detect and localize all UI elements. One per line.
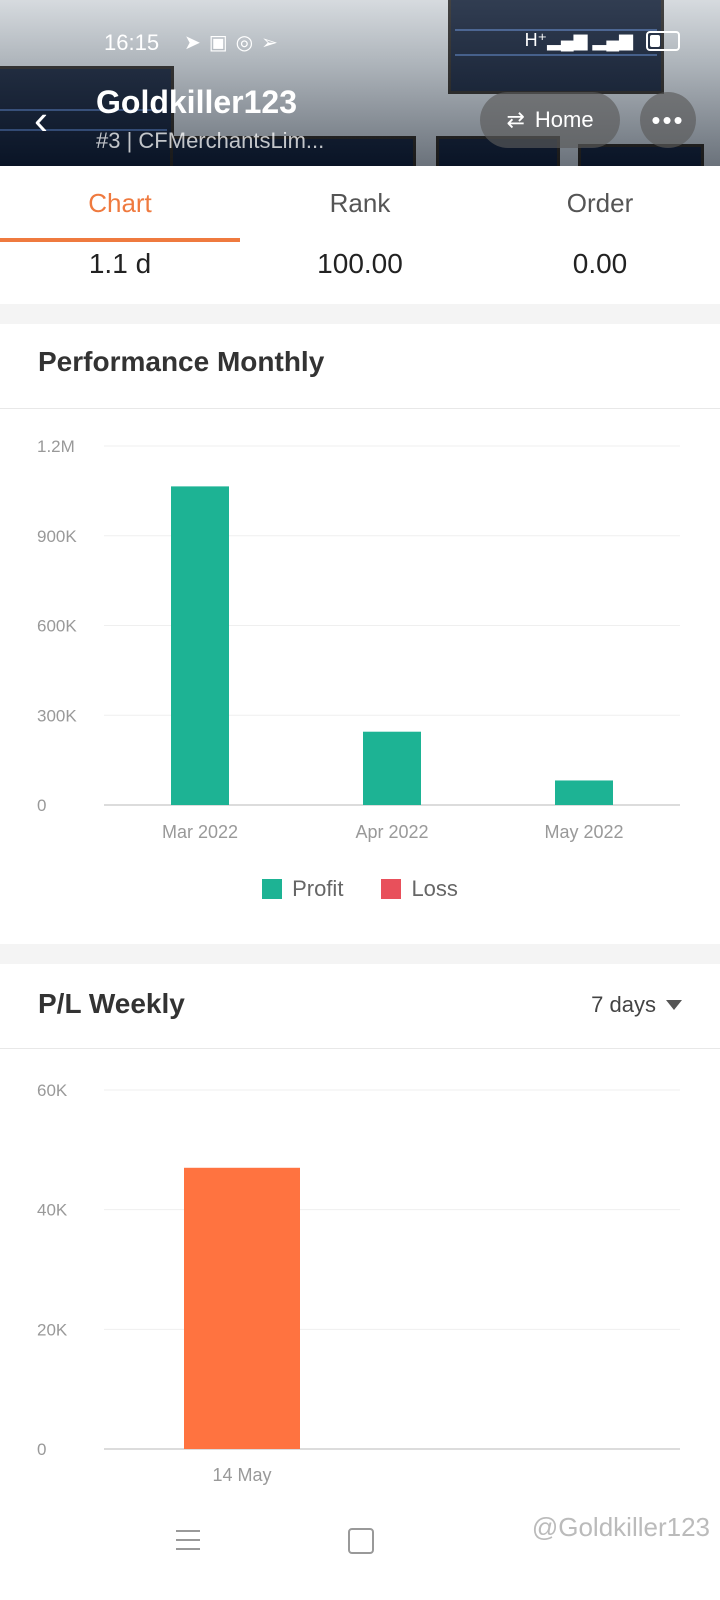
status-bar: 16:15 ➤▣◎➢ H⁺▂▄▆ ▂▄▆ bbox=[0, 28, 720, 62]
legend-item-profit[interactable]: Profit bbox=[262, 876, 343, 902]
y-tick-label: 20K bbox=[37, 1320, 68, 1339]
hplus-signal-icon: H⁺▂▄▆ bbox=[524, 30, 588, 50]
tab-rank[interactable]: Rank bbox=[329, 188, 391, 218]
notification-icons: ➤▣◎➢ bbox=[184, 30, 286, 55]
active-tab-indicator bbox=[0, 238, 240, 242]
legend-label: Loss bbox=[411, 876, 458, 901]
send-icon: ➤ bbox=[184, 32, 209, 54]
watermark: @Goldkiller123 bbox=[531, 1512, 710, 1542]
stats-row: 1.1 d 100.00 0.00 bbox=[0, 244, 720, 304]
home-button-label: Home bbox=[534, 107, 594, 132]
bar bbox=[184, 1167, 300, 1449]
system-nav-bar: @Goldkiller123 bbox=[0, 1500, 720, 1600]
divider bbox=[0, 1048, 720, 1049]
x-tick-label: Apr 2022 bbox=[355, 822, 428, 842]
y-tick-label: 0 bbox=[37, 1440, 46, 1459]
background-monitor bbox=[0, 66, 174, 166]
broker-subline: #3 | CFMerchantsLim... bbox=[96, 128, 325, 153]
chart-legend: Profit Loss bbox=[0, 876, 720, 902]
pl-weekly-card: P/L Weekly 7 days 0 20K 40K 60K 14 May bbox=[0, 964, 720, 1500]
divider bbox=[0, 408, 720, 409]
background-monitor bbox=[448, 0, 664, 94]
battery-icon bbox=[646, 31, 680, 52]
caret-down-icon bbox=[666, 1000, 682, 1010]
legend-item-loss[interactable]: Loss bbox=[381, 876, 458, 902]
whatsapp-icon: ◎ bbox=[235, 32, 262, 54]
background-monitor bbox=[578, 144, 704, 166]
home-square-icon[interactable] bbox=[348, 1528, 374, 1554]
legend-swatch bbox=[262, 879, 283, 899]
card-title: P/L Weekly bbox=[38, 988, 185, 1019]
bar bbox=[171, 486, 229, 805]
profile-header: 16:15 ➤▣◎➢ H⁺▂▄▆ ▂▄▆ ‹ Goldkiller123 #3 … bbox=[0, 0, 720, 166]
tab-bar: Chart Rank Order bbox=[0, 166, 720, 245]
period-dropdown-value: 7 days bbox=[591, 992, 656, 1017]
y-tick-label: 60K bbox=[37, 1081, 68, 1100]
tab-order[interactable]: Order bbox=[566, 188, 634, 218]
stat-value: 1.1 d bbox=[88, 248, 152, 279]
weekly-chart: 0 20K 40K 60K 14 May bbox=[37, 1081, 680, 1485]
swap-icon: ⇄ bbox=[506, 107, 525, 132]
monthly-chart: 0 300K 600K 900K 1.2M Mar 2022 Apr 2022 May 202… bbox=[37, 437, 680, 842]
legend-swatch bbox=[381, 879, 402, 899]
y-tick-label: 900K bbox=[37, 527, 77, 546]
more-icon: ••• bbox=[651, 104, 685, 135]
signal-icon: ▂▄▆ bbox=[592, 30, 633, 50]
menu-icon[interactable] bbox=[176, 1530, 200, 1550]
tab-chart[interactable]: Chart bbox=[88, 188, 152, 218]
more-options-button[interactable]: ••• bbox=[640, 92, 696, 148]
legend-label: Profit bbox=[292, 876, 344, 901]
y-tick-label: 0 bbox=[37, 796, 46, 815]
background-monitor bbox=[170, 136, 416, 166]
back-arrow-icon[interactable]: ‹ bbox=[34, 96, 48, 143]
status-time: 16:15 bbox=[104, 30, 160, 55]
performance-monthly-card: Performance Monthly 0 300K 600K 900K 1.2M Mar… bbox=[0, 324, 720, 944]
y-tick-label: 1.2M bbox=[37, 437, 75, 456]
telegram-icon: ➢ bbox=[261, 32, 286, 54]
zalo-icon: ▣ bbox=[208, 32, 236, 54]
y-tick-label: 300K bbox=[37, 706, 77, 725]
y-tick-label: 600K bbox=[37, 617, 77, 636]
home-button[interactable]: ⇄ Home bbox=[480, 92, 620, 148]
x-tick-label: 14 May bbox=[212, 1465, 271, 1485]
x-tick-label: Mar 2022 bbox=[162, 822, 238, 842]
x-tick-label: May 2022 bbox=[544, 822, 623, 842]
card-title: Performance Monthly bbox=[38, 346, 325, 377]
bar bbox=[363, 731, 421, 805]
y-tick-label: 40K bbox=[37, 1201, 68, 1220]
period-dropdown[interactable]: 7 days bbox=[591, 992, 682, 1018]
system-icons: H⁺▂▄▆ ▂▄▆ bbox=[524, 30, 680, 52]
stat-value: 100.00 bbox=[317, 248, 403, 279]
username: Goldkiller123 bbox=[96, 84, 297, 120]
stat-value: 0.00 bbox=[572, 248, 628, 279]
bar bbox=[555, 780, 613, 805]
